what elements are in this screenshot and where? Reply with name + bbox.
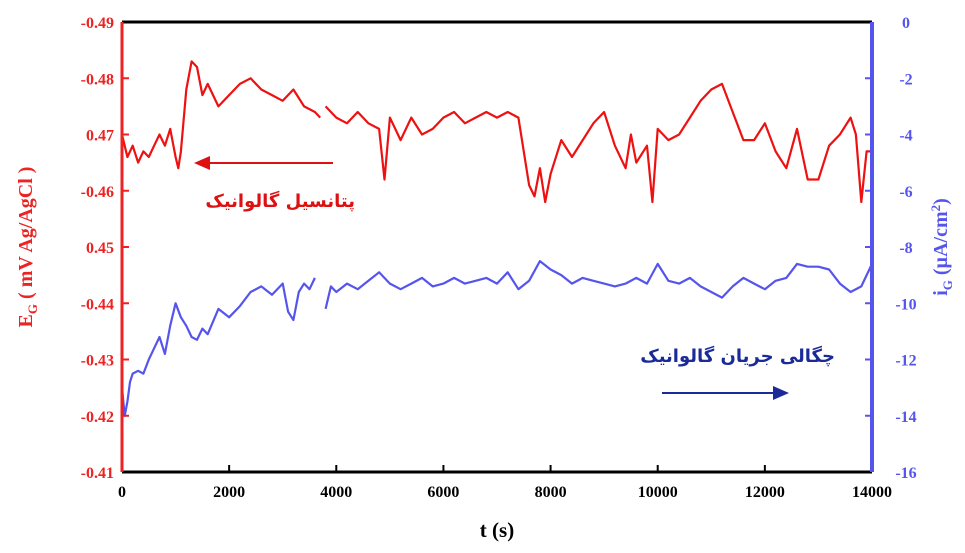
x-tick-label: 12000	[745, 484, 785, 501]
x-tick-label: 8000	[535, 484, 567, 501]
right-tick-label: -10	[895, 296, 916, 313]
right-tick-label: -14	[895, 409, 916, 426]
left-tick-label: -0.43	[81, 353, 114, 370]
current-annotation: چگالی جریان گالوانیک	[640, 345, 835, 367]
right-tick-label: -2	[899, 71, 912, 88]
x-tick-label: 10000	[638, 484, 678, 501]
x-axis-label: t (s)	[480, 518, 514, 542]
left-axis-label: EG ( mV Ag/AgCl )	[15, 167, 40, 328]
current-series-line-3	[324, 260, 873, 310]
x-tick-label: 6000	[427, 484, 459, 501]
right-tick-label: -6	[899, 184, 912, 201]
right-axis-label-sub: G	[940, 280, 955, 290]
left-tick-label: -0.46	[81, 184, 114, 201]
x-tick-label: 14000	[852, 484, 892, 501]
x-tick-label: 2000	[213, 484, 245, 501]
right-axis-label-sup: 2	[928, 205, 943, 212]
left-tick-label: -0.48	[81, 71, 114, 88]
left-tick-label: 0.45	[86, 240, 114, 257]
right-tick-label: -12	[895, 353, 916, 370]
potential-annotation: پتانسیل گالوانیک	[205, 190, 355, 212]
left-tick-label: -0.41	[81, 465, 114, 482]
potential-arrowhead	[194, 156, 210, 170]
left-axis-label-rest: ( mV Ag/AgCl )	[15, 167, 37, 304]
right-axis-label-rest: (µA/cm	[930, 211, 952, 280]
plot-background	[122, 22, 872, 472]
left-tick-label: 0.47	[86, 128, 114, 145]
x-tick-label: 0	[118, 484, 126, 501]
right-axis-label-main: i	[930, 290, 952, 296]
current-series-line-2	[120, 277, 316, 417]
left-tick-label: -0.49	[81, 15, 114, 32]
left-axis-label-main: E	[15, 314, 37, 327]
right-axis-label: iG (µA/cm2)	[928, 198, 955, 296]
right-tick-label: -4	[899, 128, 912, 145]
left-tick-label: -0.42	[81, 409, 114, 426]
potential-series-line-1	[324, 82, 872, 204]
right-tick-label: -8	[899, 240, 912, 257]
x-tick-label: 4000	[320, 484, 352, 501]
left-tick-label: -0.44	[81, 296, 114, 313]
right-tick-label: -16	[895, 465, 916, 482]
right-axis-label-end: )	[930, 198, 952, 205]
right-tick-label: 0	[902, 15, 910, 32]
potential-series-line-0	[120, 60, 321, 170]
left-axis-label-sub: G	[25, 304, 40, 314]
current-arrowhead	[773, 386, 789, 400]
